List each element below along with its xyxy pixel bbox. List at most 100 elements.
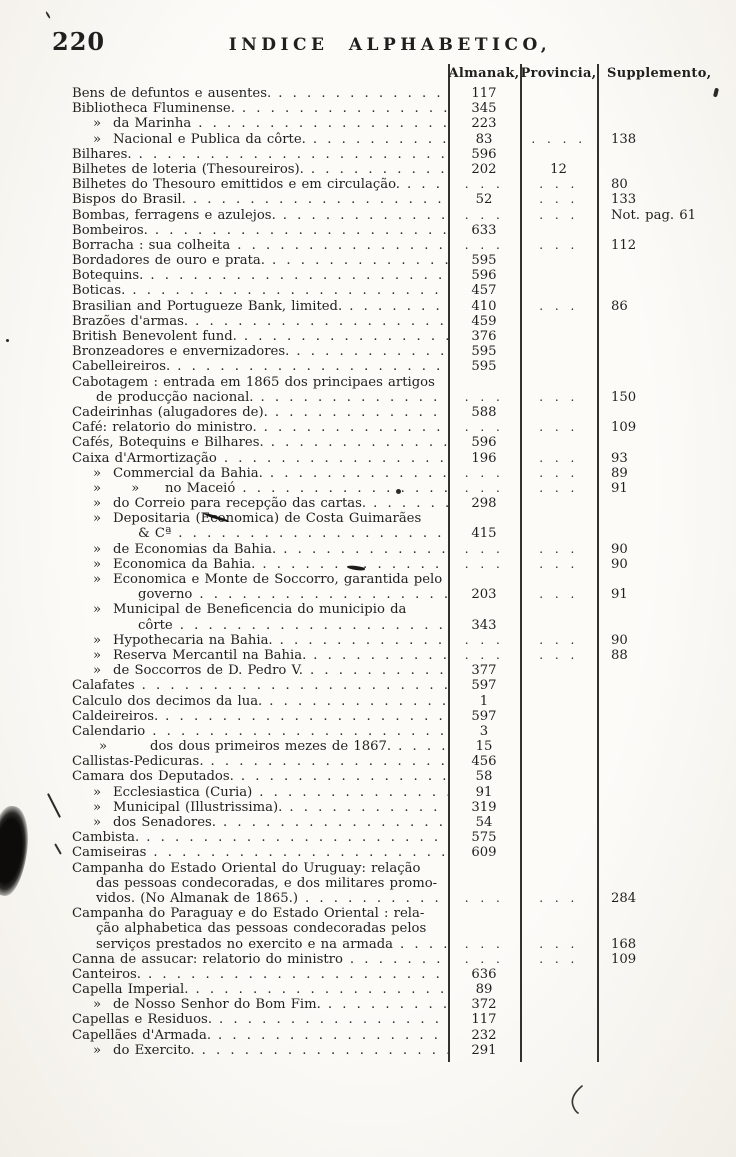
dot-leader	[143, 268, 448, 283]
entry-text: do Correio para recepção das cartas.	[113, 496, 367, 512]
almanak-value: 595	[471, 253, 497, 269]
entry-cell: Cabelleireiros.	[72, 359, 448, 374]
provincia-value	[520, 769, 597, 784]
almanak-value: 457	[471, 283, 497, 299]
table-row: » Reserva Mercantil na Bahia. . . . . . …	[72, 648, 710, 663]
provincia-value	[520, 785, 597, 800]
entry-text: dos Senadores.	[113, 815, 216, 830]
table-row: Campanha do Estado Oriental do Uruguay: …	[72, 861, 710, 876]
supplemento-value	[597, 769, 710, 784]
supplemento-value: 91	[611, 587, 628, 603]
table-row: Cafés, Botequins e Bilhares. 596	[72, 435, 710, 450]
almanak-value: 52	[475, 192, 493, 208]
dot-leader	[146, 845, 448, 860]
table-row: Callistas-Pedicuras. 456	[72, 754, 710, 769]
almanak-value: 595	[471, 359, 497, 375]
supplemento-value	[597, 162, 710, 177]
vertical-rule	[597, 64, 599, 1062]
table-row: Cabotagem : entrada em 1865 dos principa…	[72, 375, 710, 390]
provincia-value: . . .	[539, 587, 578, 602]
sub-entry-marker: »	[93, 784, 102, 800]
supplemento-value	[597, 694, 710, 709]
entry-text: governo	[138, 587, 193, 603]
entry-cell: » Economica e Monte de Soccorro, garanti…	[72, 572, 448, 587]
entry-cell: Calafates	[72, 678, 448, 693]
dot-leader	[366, 496, 448, 511]
almanak-value: 203	[471, 587, 497, 603]
entry-text: de Soccorros de D. Pedro V.	[113, 663, 303, 679]
entry-cell: » dos dous primeiros mezes de 1867.	[72, 739, 448, 754]
entry-cell: » do Exercito.	[72, 1043, 448, 1058]
supplemento-value	[597, 997, 710, 1012]
provincia-value	[520, 86, 597, 101]
provincia-value	[520, 101, 597, 116]
dot-leader	[195, 1043, 448, 1058]
supplemento-value	[597, 785, 710, 800]
entry-cell: Capellães d'Armada.	[72, 1028, 448, 1043]
provincia-value	[520, 997, 597, 1012]
table-row: » Commercial da Bahia. . . . . . . 89	[72, 466, 710, 481]
sub-entry-marker: »	[93, 116, 102, 132]
provincia-value	[520, 359, 597, 374]
provincia-value: . . .	[539, 420, 578, 435]
dot-leader	[204, 754, 448, 769]
almanak-value: 223	[471, 116, 497, 132]
dot-leader	[125, 283, 448, 298]
dot-leader	[400, 177, 448, 192]
almanak-value: 633	[471, 222, 497, 238]
scan-speck	[396, 489, 401, 494]
supplemento-value	[597, 435, 710, 450]
supplemento-value	[597, 906, 710, 921]
almanak-value: . . .	[464, 237, 504, 252]
dot-leader	[132, 147, 448, 162]
table-row: Camara dos Deputados. 58	[72, 769, 710, 784]
entry-text: Calculo dos decimos da lua.	[72, 693, 263, 709]
table-row: » Economica da Bahia. . . . . . . 90	[72, 557, 710, 572]
entry-cell: Botequins.	[72, 268, 448, 283]
dot-leader	[170, 359, 448, 374]
provincia-value	[520, 435, 597, 450]
index-table: Almanak, Provincia, Supplemento, Bens de…	[72, 66, 712, 1058]
almanak-value: 343	[471, 617, 497, 633]
dot-leader	[235, 481, 448, 496]
almanak-value: 54	[475, 815, 493, 830]
table-row: Calafates 597	[72, 678, 710, 693]
entry-text: Bombas, ferragens e azulejos.	[72, 207, 276, 223]
table-row: » » no Maceió . . . . . . 91	[72, 481, 710, 496]
entry-text: Caldeireiros.	[72, 708, 159, 724]
dot-leader	[303, 663, 448, 678]
provincia-value	[520, 967, 597, 982]
provincia-value	[520, 800, 597, 815]
supplemento-value: 93	[611, 450, 628, 466]
column-header-supplemento: Supplemento,	[607, 66, 712, 81]
table-row: » Economica e Monte de Soccorro, garanti…	[72, 572, 710, 587]
almanak-value: . . .	[464, 890, 504, 905]
almanak-value: 588	[471, 404, 497, 420]
dot-leader	[276, 542, 448, 557]
supplemento-value	[597, 678, 710, 693]
entry-cell: Campanha do Paraguay e do Estado Orienta…	[72, 906, 448, 921]
supplemento-value	[597, 496, 710, 511]
entry-text: Capella Imperial.	[72, 982, 189, 998]
supplemento-value	[597, 815, 710, 830]
supplemento-value	[597, 283, 710, 298]
almanak-value: . . .	[464, 207, 504, 222]
entry-cell: serviços prestados no exercito e na arma…	[72, 937, 448, 952]
almanak-value: 596	[471, 268, 497, 284]
entry-cell: Bilhares.	[72, 147, 448, 162]
entry-column-header	[72, 66, 448, 86]
supplemento-value	[597, 1012, 710, 1027]
almanak-value	[448, 861, 520, 876]
sub-entry-marker: »	[93, 556, 102, 572]
entry-text: Cafés, Botequins e Bilhares.	[72, 435, 264, 451]
almanak-value	[448, 572, 520, 587]
almanak-value	[448, 375, 520, 390]
supplemento-value	[597, 1043, 710, 1058]
entry-cell: » Nacional e Publica da côrte.	[72, 132, 448, 147]
provincia-value	[520, 921, 597, 936]
supplemento-value	[597, 800, 710, 815]
provincia-value	[520, 268, 597, 283]
entry-text: Campanha do Estado Oriental do Uruguay: …	[72, 860, 421, 876]
provincia-value	[520, 694, 597, 709]
dot-leader	[230, 238, 448, 253]
